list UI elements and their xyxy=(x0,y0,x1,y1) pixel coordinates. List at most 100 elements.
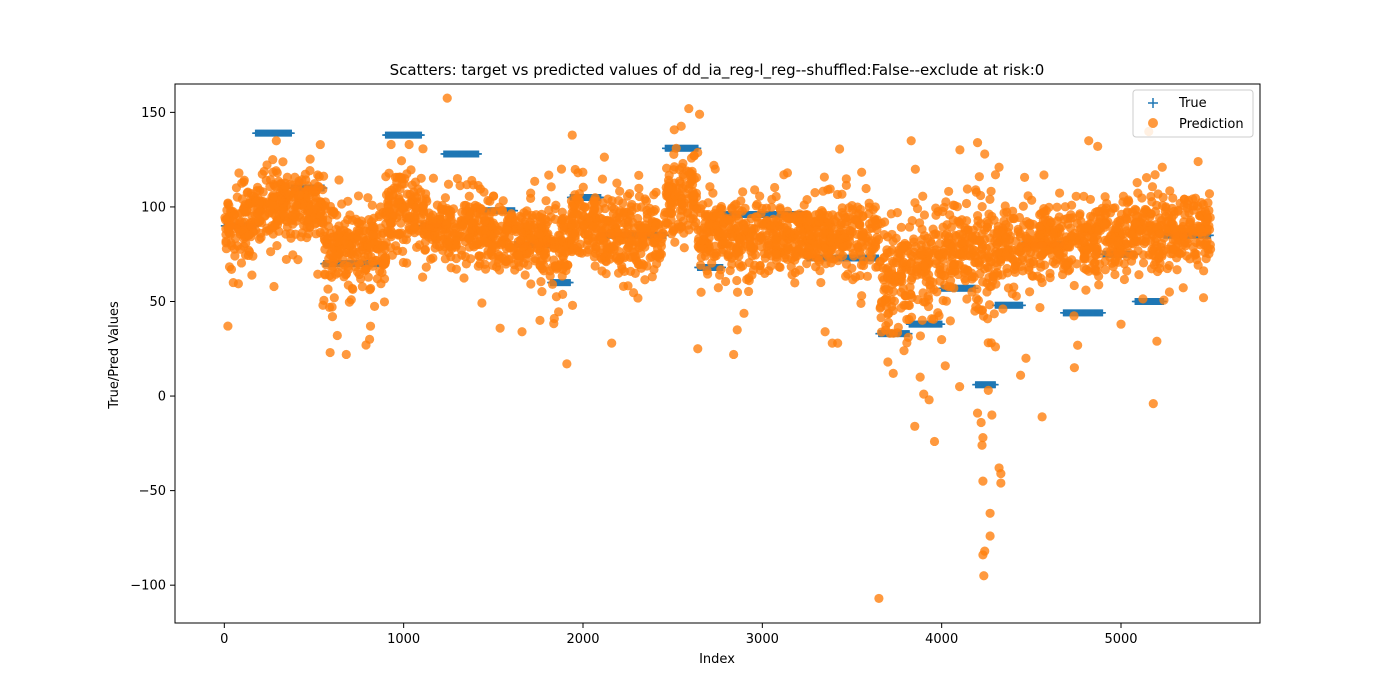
prediction-point xyxy=(962,216,972,226)
prediction-point xyxy=(1036,224,1046,235)
prediction-point xyxy=(325,228,336,238)
prediction-outlier xyxy=(972,408,983,418)
prediction-point xyxy=(861,183,871,194)
prediction-point xyxy=(887,269,897,279)
prediction-point xyxy=(634,243,644,253)
prediction-point xyxy=(315,139,325,150)
prediction-outlier xyxy=(467,175,477,186)
prediction-point xyxy=(499,251,509,261)
prediction-point xyxy=(367,200,377,210)
prediction-outlier xyxy=(874,593,884,604)
prediction-point xyxy=(363,193,373,203)
prediction-outlier xyxy=(979,571,989,581)
prediction-point xyxy=(323,221,334,231)
prediction-point xyxy=(856,260,867,270)
prediction-point xyxy=(857,167,867,177)
prediction-outlier xyxy=(228,277,238,288)
prediction-point xyxy=(614,235,624,246)
prediction-point xyxy=(523,260,533,270)
prediction-outlier xyxy=(906,136,916,146)
prediction-point xyxy=(835,234,846,244)
prediction-point xyxy=(1003,252,1013,262)
prediction-point xyxy=(1094,280,1104,290)
prediction-point xyxy=(1162,217,1172,227)
prediction-point xyxy=(1052,202,1062,212)
prediction-point xyxy=(282,172,292,182)
prediction-point xyxy=(877,297,887,308)
prediction-point xyxy=(1173,206,1183,216)
prediction-point xyxy=(311,192,321,203)
prediction-point xyxy=(622,191,633,201)
prediction-point xyxy=(255,206,265,217)
prediction-point xyxy=(1009,214,1019,224)
prediction-outlier xyxy=(1069,363,1079,373)
prediction-outlier xyxy=(1157,162,1167,172)
prediction-point xyxy=(546,212,556,222)
prediction-point xyxy=(337,199,347,209)
prediction-point xyxy=(912,203,923,214)
prediction-point xyxy=(426,254,436,264)
prediction-point xyxy=(746,223,757,233)
prediction-point xyxy=(841,259,852,269)
prediction-point xyxy=(678,158,688,169)
prediction-point xyxy=(1203,213,1213,223)
x-tick-label: 3000 xyxy=(746,632,779,647)
prediction-point xyxy=(948,242,958,252)
prediction-point xyxy=(524,248,535,258)
prediction-point xyxy=(670,237,680,247)
prediction-point xyxy=(424,232,434,242)
prediction-point xyxy=(369,221,379,232)
prediction-point xyxy=(239,175,249,185)
prediction-point xyxy=(620,228,630,238)
prediction-point xyxy=(942,250,952,260)
prediction-outlier xyxy=(820,327,830,337)
prediction-point xyxy=(444,248,454,258)
prediction-point xyxy=(1178,283,1188,293)
prediction-outlier xyxy=(976,417,986,428)
prediction-point xyxy=(888,306,898,316)
prediction-point xyxy=(1147,182,1158,192)
prediction-point xyxy=(306,208,316,219)
prediction-outlier xyxy=(517,327,527,337)
prediction-point xyxy=(870,202,880,212)
prediction-point xyxy=(398,257,408,268)
prediction-point xyxy=(738,187,748,197)
prediction-point xyxy=(425,215,435,225)
prediction-point xyxy=(844,203,854,213)
prediction-point xyxy=(573,242,583,252)
prediction-point xyxy=(1048,228,1058,239)
prediction-outlier xyxy=(325,347,335,358)
prediction-point xyxy=(578,167,588,177)
prediction-point xyxy=(290,229,301,239)
prediction-point xyxy=(482,237,492,247)
prediction-point xyxy=(615,186,625,196)
prediction-point xyxy=(743,286,754,297)
prediction-point xyxy=(302,233,312,243)
prediction-point xyxy=(968,245,979,255)
prediction-point xyxy=(679,228,689,238)
prediction-outlier xyxy=(271,136,281,146)
prediction-point xyxy=(247,270,257,280)
prediction-point xyxy=(394,172,405,182)
prediction-point xyxy=(771,248,781,259)
prediction-outlier xyxy=(223,321,233,331)
x-tick-label: 0 xyxy=(220,632,228,647)
prediction-outlier xyxy=(1015,370,1026,380)
prediction-point xyxy=(878,263,888,273)
prediction-outlier xyxy=(996,468,1006,479)
prediction-point xyxy=(755,265,766,275)
prediction-outlier xyxy=(556,164,567,174)
prediction-point xyxy=(1069,280,1079,291)
prediction-point xyxy=(221,244,232,254)
prediction-point xyxy=(567,300,578,310)
prediction-point xyxy=(634,170,644,180)
prediction-point xyxy=(598,198,608,208)
prediction-point xyxy=(339,236,350,246)
prediction-outlier xyxy=(985,508,995,518)
prediction-point xyxy=(950,200,960,211)
prediction-point xyxy=(580,203,590,213)
prediction-point xyxy=(1002,207,1012,217)
prediction-outlier xyxy=(990,342,1001,352)
prediction-point xyxy=(307,185,318,195)
prediction-point xyxy=(327,312,338,322)
